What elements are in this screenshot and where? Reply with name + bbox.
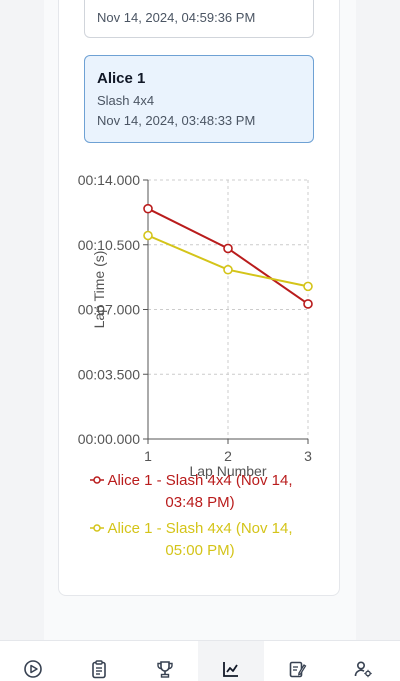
legend-marker [90, 524, 104, 532]
legend-item[interactable]: Alice 1 - Slash 4x4 (Nov 14, 03:48 PM) [80, 470, 320, 514]
legend-label: 03:48 PM) [165, 494, 235, 511]
y-tick-label: 00:03.500 [78, 366, 140, 382]
x-axis-title: Lap Number [189, 463, 266, 479]
y-tick-label: 00:00.000 [78, 431, 140, 447]
tab-sessions[interactable] [66, 641, 132, 681]
y-tick-label: 00:14.000 [78, 172, 140, 188]
session-card[interactable]: Nov 14, 2024, 04:59:36 PM [84, 0, 314, 38]
legend-label: 05:00 PM) [165, 542, 235, 559]
lap-time-chart-svg: 00:00.000 00:03.500 00:07.000 00:10.500 00:1… [78, 172, 313, 479]
chart-icon [223, 662, 238, 677]
x-tick-label: 2 [224, 448, 232, 464]
notes-icon [289, 661, 307, 678]
y-tick-label: 00:10.500 [78, 237, 140, 253]
data-point [223, 243, 233, 254]
tab-account[interactable] [330, 641, 396, 681]
bottom-nav [0, 640, 400, 681]
lap-time-chart: 00:00.000 00:03.500 00:07.000 00:10.500 00:1… [70, 168, 340, 488]
legend-item[interactable]: Alice 1 - Slash 4x4 (Nov 14, 05:00 PM) [80, 518, 320, 562]
data-point [143, 203, 153, 214]
tab-leaderboard[interactable] [132, 641, 198, 681]
data-point [303, 281, 313, 292]
session-date: Nov 14, 2024, 04:59:36 PM [97, 10, 256, 25]
chart-legend: Alice 1 - Slash 4x4 (Nov 14, 03:48 PM) Ali… [80, 470, 320, 566]
session-title: Alice 1 [97, 70, 146, 87]
x-tick-label: 1 [144, 448, 152, 464]
user-settings-icon [354, 661, 372, 678]
legend-label: Alice 1 - Slash 4x4 (Nov 14, [107, 520, 293, 537]
y-axis-title: Lap Time (s) [91, 251, 107, 329]
session-date: Nov 14, 2024, 03:48:33 PM [97, 113, 256, 128]
legend-marker [90, 476, 104, 484]
data-point [143, 230, 153, 241]
session-card-selected[interactable]: Alice 1 Slash 4x4 Nov 14, 2024, 03:48:33… [84, 55, 314, 143]
tab-analytics[interactable] [198, 641, 264, 681]
data-point [303, 299, 313, 309]
trophy-icon [157, 661, 173, 678]
tab-play[interactable] [0, 641, 66, 681]
y-tick-label: 00:07.000 [78, 302, 140, 318]
tab-notes[interactable] [264, 641, 330, 681]
x-tick-label: 3 [304, 448, 312, 464]
session-car: Slash 4x4 [97, 93, 155, 108]
legend-label: Alice 1 - Slash 4x4 (Nov 14, [107, 472, 293, 489]
play-icon [24, 660, 42, 678]
clipboard-icon [92, 660, 106, 679]
data-point [223, 264, 233, 275]
